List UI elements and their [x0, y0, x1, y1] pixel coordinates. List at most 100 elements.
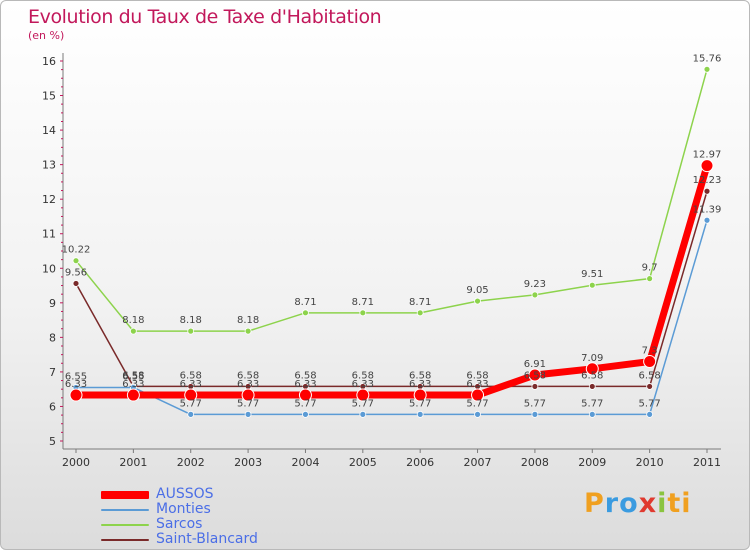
data-point — [359, 410, 367, 418]
data-label: 6.58 — [466, 370, 488, 381]
data-label: 6.33 — [409, 379, 431, 390]
data-label: 8.71 — [352, 297, 374, 308]
proxiti-logo: Proxiti — [584, 488, 692, 519]
data-label: 6.58 — [352, 370, 374, 381]
legend-label: AUSSOS — [156, 486, 214, 502]
data-point — [700, 159, 714, 173]
data-point — [643, 355, 657, 369]
data-label: 5.77 — [180, 398, 202, 409]
data-label: 6.33 — [294, 379, 316, 390]
data-label: 9.51 — [581, 269, 603, 280]
data-point — [129, 327, 137, 335]
data-label: 9.56 — [65, 267, 87, 278]
data-label: 6.58 — [409, 370, 431, 381]
data-point — [244, 410, 252, 418]
data-label: 8.18 — [180, 315, 202, 326]
data-point — [298, 388, 312, 402]
data-point — [703, 216, 711, 224]
series-line-monties — [76, 220, 708, 416]
y-tick-label: 8 — [49, 331, 56, 344]
data-label: 6.33 — [122, 379, 144, 390]
x-tick-label: 2007 — [464, 456, 492, 469]
data-label: 15.76 — [693, 53, 722, 64]
data-point — [703, 187, 711, 195]
x-tick-label: 2001 — [119, 456, 147, 469]
data-point — [69, 388, 83, 402]
legend-swatch — [101, 509, 149, 511]
logo-letter: x — [638, 488, 658, 519]
data-point — [416, 410, 424, 418]
logo-letter: P — [584, 488, 605, 519]
data-point — [471, 388, 485, 402]
x-tick-label: 2008 — [521, 456, 549, 469]
data-label: 6.58 — [581, 370, 603, 381]
data-point — [72, 280, 80, 287]
data-point — [356, 388, 370, 402]
x-tick-label: 2004 — [291, 456, 319, 469]
chart-subtitle: (en %) — [28, 29, 65, 42]
data-label: 5.77 — [466, 398, 488, 409]
data-label: 11.39 — [693, 204, 722, 215]
x-tick-label: 2005 — [349, 456, 377, 469]
data-point — [531, 383, 539, 390]
data-point — [703, 65, 711, 73]
data-label: 8.71 — [294, 297, 316, 308]
data-point — [585, 362, 599, 376]
data-label: 6.58 — [294, 370, 316, 381]
data-point — [241, 388, 255, 402]
y-tick-label: 12 — [42, 193, 56, 206]
series-line-saint-blancard — [75, 191, 708, 388]
legend-swatch — [101, 491, 149, 499]
data-point — [302, 410, 309, 418]
data-label: 5.77 — [237, 398, 259, 409]
data-point — [416, 309, 424, 317]
data-label: 5.77 — [409, 398, 431, 409]
data-label: 9.05 — [466, 285, 488, 296]
data-point — [359, 309, 367, 317]
data-label: 12.23 — [693, 175, 722, 186]
y-tick-label: 11 — [42, 228, 56, 241]
data-label: 6.91 — [524, 359, 546, 370]
data-label: 6.33 — [352, 379, 374, 390]
y-tick-label: 15 — [42, 90, 56, 103]
data-label: 6.58 — [524, 370, 546, 381]
y-tick-label: 10 — [42, 262, 56, 275]
data-point — [588, 410, 596, 418]
legend-swatch — [101, 524, 149, 526]
data-label: 7.09 — [581, 353, 603, 364]
data-label: 10.22 — [62, 245, 91, 256]
logo-letter: i — [681, 488, 692, 519]
series-line-aussos — [76, 164, 711, 399]
logo-letter: t — [667, 488, 682, 519]
data-point — [588, 383, 596, 390]
y-tick-label: 16 — [42, 55, 56, 68]
logo-letter: o — [619, 488, 639, 519]
data-label: 6.33 — [65, 379, 87, 390]
data-point — [413, 388, 427, 402]
logo-letter: i — [657, 488, 668, 519]
x-tick-label: 2000 — [62, 456, 90, 469]
data-point — [184, 388, 198, 402]
y-tick-label: 9 — [49, 297, 56, 310]
data-label: 5.77 — [524, 398, 546, 409]
data-label: 9.23 — [524, 279, 546, 290]
data-label: 7.3 — [642, 346, 658, 357]
data-label: 5.77 — [581, 398, 603, 409]
data-label: 5.77 — [294, 398, 316, 409]
data-point — [474, 297, 481, 305]
data-label: 12.97 — [693, 150, 722, 161]
data-label: 6.33 — [237, 379, 259, 390]
y-tick-label: 13 — [42, 159, 56, 172]
y-tick-label: 6 — [49, 400, 56, 413]
data-label: 6.33 — [466, 379, 488, 390]
data-label: 5.77 — [639, 398, 661, 409]
x-tick-label: 2003 — [234, 456, 262, 469]
data-label: 6.58 — [237, 370, 259, 381]
y-tick-label: 7 — [49, 366, 56, 379]
data-point — [474, 410, 481, 418]
x-tick-label: 2006 — [406, 456, 434, 469]
data-label: 6.33 — [180, 379, 202, 390]
logo-letter: r — [604, 488, 620, 519]
